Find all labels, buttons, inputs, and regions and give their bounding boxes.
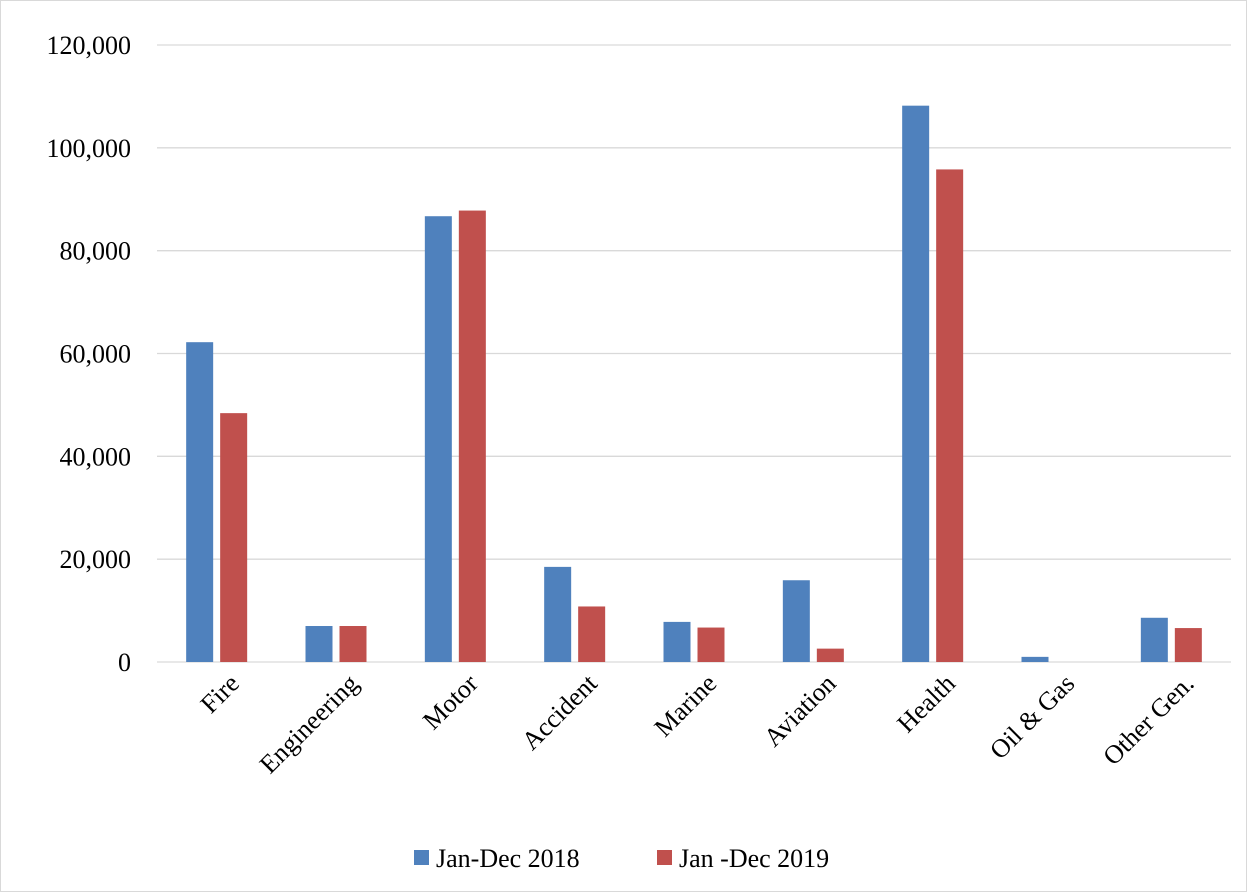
legend-label-2018: Jan-Dec 2018: [436, 844, 580, 873]
bar-2019-aviation: [816, 648, 844, 662]
bar-2018-oil-gas: [1021, 656, 1049, 662]
y-tick-label: 100,000: [47, 134, 132, 163]
bar-2018-engineering: [305, 626, 333, 662]
bar-2019-motor: [458, 210, 486, 663]
y-axis-tick-labels: 0 20,000 40,000 60,000 80,000 100,000 120,000: [47, 31, 132, 677]
bar-2019-health: [936, 169, 964, 662]
x-category-label: Oil & Gas: [984, 669, 1080, 765]
x-category-label: Accident: [516, 668, 603, 755]
y-tick-label: 40,000: [60, 442, 132, 471]
bar-2018-fire: [186, 342, 214, 662]
x-category-label: Engineering: [254, 669, 364, 779]
bars: [186, 105, 1202, 663]
bar-2019-marine: [697, 627, 725, 662]
bar-2018-other-gen: [1140, 617, 1168, 662]
bar-2018-aviation: [782, 580, 810, 662]
bar-2019-accident: [578, 606, 606, 662]
x-category-label: Aviation: [758, 669, 841, 752]
bar-2018-accident: [544, 566, 572, 662]
x-category-label: Health: [891, 669, 961, 739]
legend-swatch-2019: [657, 850, 672, 865]
x-category-label: Other Gen.: [1097, 669, 1199, 771]
x-category-label: Fire: [195, 669, 245, 719]
legend: Jan-Dec 2018 Jan -Dec 2019: [414, 844, 829, 873]
y-tick-label: 0: [118, 648, 131, 677]
y-tick-label: 20,000: [60, 545, 132, 574]
x-category-label: Motor: [417, 668, 484, 735]
bar-2018-motor: [424, 216, 452, 662]
y-tick-label: 60,000: [60, 340, 132, 369]
gridlines: [157, 44, 1231, 663]
bar-2019-engineering: [339, 626, 367, 662]
bar-2019-fire: [220, 413, 248, 662]
bar-2018-marine: [663, 621, 691, 662]
y-tick-label: 120,000: [47, 31, 132, 60]
bar-2019-other-gen: [1174, 628, 1202, 662]
legend-swatch-2018: [414, 850, 429, 865]
x-category-label: Marine: [649, 669, 723, 743]
x-axis-category-labels: Fire Engineering Motor Accident Marine Aviati…: [195, 668, 1200, 779]
y-tick-label: 80,000: [60, 237, 132, 266]
bar-2018-health: [902, 105, 930, 662]
legend-label-2019: Jan -Dec 2019: [679, 844, 829, 873]
